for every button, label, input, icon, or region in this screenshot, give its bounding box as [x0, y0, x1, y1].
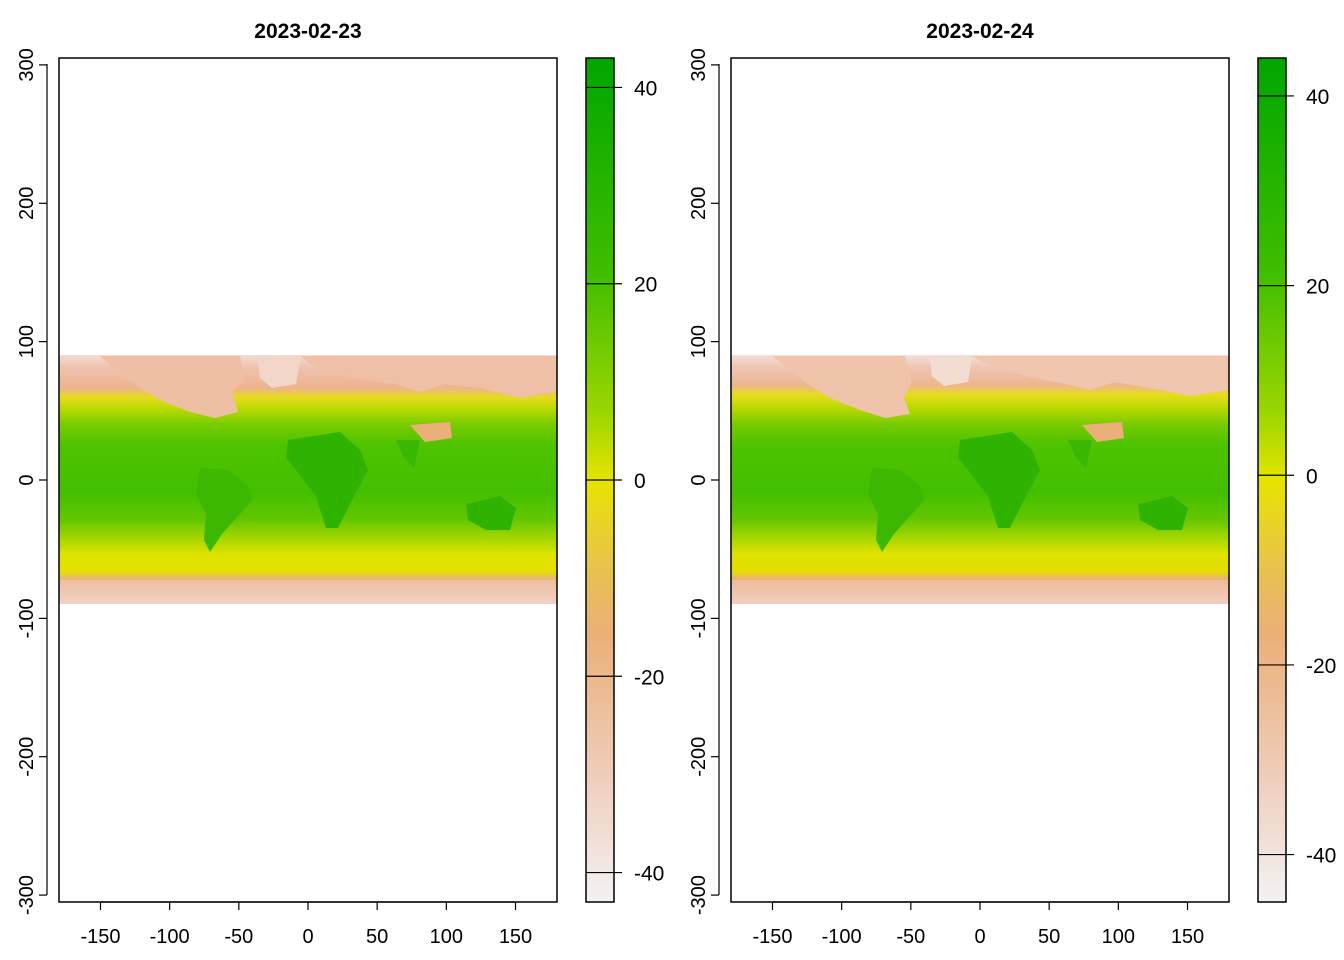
y-tick-label: -100 — [688, 598, 710, 638]
y-tick-label: 200 — [16, 187, 38, 220]
x-tick-label: 0 — [302, 926, 313, 948]
y-tick-label: 100 — [688, 325, 710, 358]
legend-tick-label: 40 — [634, 77, 657, 100]
panel-1-north-america-cold — [100, 356, 245, 418]
x-tick-label: 100 — [1102, 926, 1135, 948]
panel-1-tibet-cold — [410, 422, 452, 442]
panel-2-south-america — [868, 468, 924, 552]
panel-1-x-axis: -150 -100 -50 0 50 100 150 — [80, 901, 532, 948]
panel-1-title: 2023-02-23 — [254, 20, 361, 43]
panel-2-raster — [731, 355, 1229, 604]
x-tick-label: -150 — [80, 926, 120, 948]
y-tick-label: 0 — [16, 474, 38, 485]
x-tick-label: 150 — [499, 926, 532, 948]
panel-2-north-america-cold — [772, 356, 912, 418]
panel-2-greenland-cold — [930, 358, 972, 386]
y-tick-label: -200 — [688, 737, 710, 777]
panel-1-antarctic-chill — [59, 580, 557, 604]
legend-tick-label: 0 — [1306, 465, 1318, 488]
y-tick-label: 0 — [688, 474, 710, 485]
panel-2-y-axis: -300 -200 -100 0 100 200 300 — [688, 48, 720, 915]
y-tick-label: -300 — [688, 875, 710, 915]
panel-2-tibet-cold — [1082, 422, 1124, 442]
panel-1-south-america — [196, 468, 252, 552]
y-tick-label: 100 — [16, 325, 38, 358]
panel-1-africa — [286, 432, 368, 528]
legend-tick-label: -20 — [1306, 655, 1336, 678]
panel-2-antarctic-chill — [731, 580, 1229, 604]
x-tick-label: 150 — [1171, 926, 1204, 948]
x-tick-label: -150 — [752, 926, 792, 948]
panel-2-india — [1068, 440, 1092, 468]
legend-tick-label: -20 — [634, 666, 664, 689]
x-tick-label: -50 — [224, 926, 253, 948]
panel-2-legend-colorbar — [1257, 57, 1287, 903]
y-tick-label: -200 — [16, 737, 38, 777]
panel-1-raster — [59, 355, 557, 604]
legend-tick-label: 0 — [634, 470, 646, 493]
y-tick-label: -300 — [16, 875, 38, 915]
x-tick-label: -100 — [822, 926, 862, 948]
panel-2: 2023-02-24 -150 -100 -50 0 50 100 150 -300-200… — [688, 20, 1336, 948]
panel-1-australia — [466, 496, 516, 530]
panel-1-legend: 40 20 0 -20 -40 — [585, 57, 664, 903]
panel-1-eurasia-cold — [300, 356, 557, 398]
panel-1: 2023-02-23 -150 -100 -50 0 50 100 150 -300-200… — [16, 20, 664, 948]
legend-tick-label: -40 — [634, 863, 664, 886]
y-tick-label: 300 — [688, 48, 710, 81]
panel-2-africa — [958, 432, 1040, 528]
y-tick-label: 200 — [688, 187, 710, 220]
legend-tick-label: 40 — [1306, 86, 1329, 109]
legend-tick-label: -40 — [1306, 845, 1336, 868]
x-tick-label: 100 — [430, 926, 463, 948]
panel-1-india — [396, 440, 420, 468]
y-tick-label: -100 — [16, 598, 38, 638]
panel-2-x-axis: -150 -100 -50 0 50 100 150 — [752, 901, 1204, 948]
panel-2-australia — [1138, 496, 1188, 530]
panel-1-greenland-cold — [258, 360, 300, 388]
panel-2-title: 2023-02-24 — [926, 20, 1034, 43]
x-tick-label: -50 — [896, 926, 925, 948]
legend-tick-label: 20 — [634, 274, 657, 297]
panel-2-legend: 40 20 0 -20 -40 — [1257, 57, 1336, 903]
x-tick-label: 0 — [974, 926, 985, 948]
x-tick-label: -100 — [150, 926, 190, 948]
x-tick-label: 50 — [366, 926, 388, 948]
panel-2-eurasia-cold — [972, 356, 1229, 396]
y-tick-label: 300 — [16, 48, 38, 81]
panel-1-y-axis: -300 -200 -100 0 100 200 300 — [16, 48, 48, 915]
x-tick-label: 50 — [1038, 926, 1060, 948]
legend-tick-label: 20 — [1306, 276, 1329, 299]
